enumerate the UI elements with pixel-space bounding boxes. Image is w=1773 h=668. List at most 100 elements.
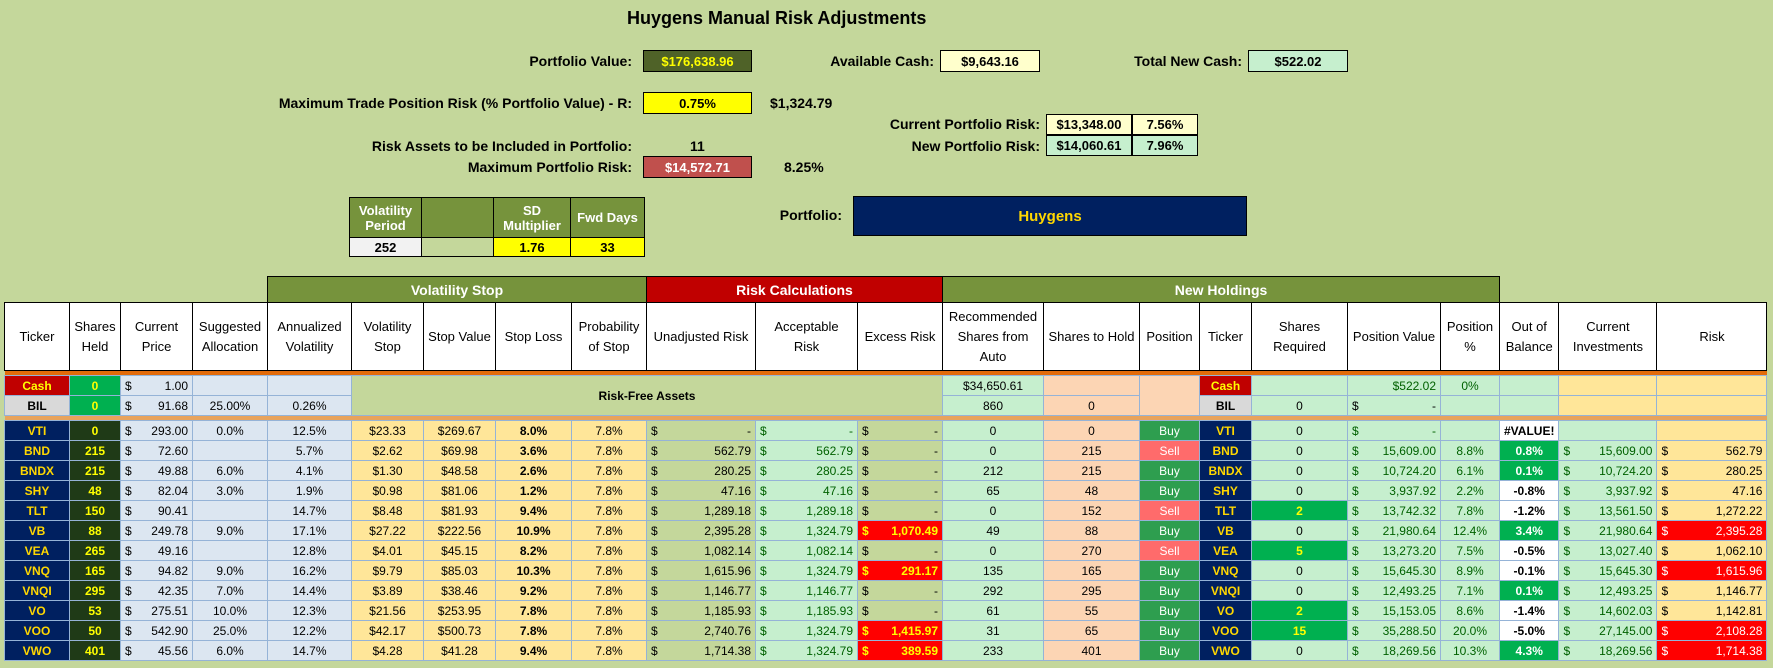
position-action[interactable]: Buy xyxy=(1139,640,1200,661)
shares-held[interactable]: 165 xyxy=(69,560,121,581)
position-action[interactable]: Sell xyxy=(1139,540,1200,561)
column-header: Out of Balance xyxy=(1498,302,1560,371)
position-value: 21,980.64 xyxy=(1382,523,1436,538)
position-action[interactable]: Buy xyxy=(1139,560,1200,581)
position-action[interactable]: Buy xyxy=(1139,480,1200,501)
shares-required: 15 xyxy=(1251,620,1348,641)
portfolio-value[interactable]: $176,638.96 xyxy=(643,50,752,72)
unadjusted-risk-cell: $1,146.77 xyxy=(646,580,756,601)
shares-held[interactable]: 48 xyxy=(69,480,121,501)
ticker: TLT xyxy=(4,500,70,521)
annualized-volatility: 4.1% xyxy=(267,460,352,481)
shares-to-hold[interactable]: 0 xyxy=(1043,420,1140,441)
shares-to-hold[interactable]: 88 xyxy=(1043,520,1140,541)
stop-value: $85.03 xyxy=(423,560,496,581)
annualized-volatility: 12.2% xyxy=(267,620,352,641)
position-action[interactable]: Buy xyxy=(1139,600,1200,621)
cash-alloc xyxy=(192,375,268,396)
shares-held[interactable]: 295 xyxy=(69,580,121,601)
shares-held[interactable]: 265 xyxy=(69,540,121,561)
position-action[interactable]: Sell xyxy=(1139,440,1200,461)
ticker: VOO xyxy=(4,620,70,641)
stop-value: $48.58 xyxy=(423,460,496,481)
separator xyxy=(4,370,1767,376)
shares-to-hold[interactable]: 65 xyxy=(1043,620,1140,641)
total-new-cash[interactable]: $522.02 xyxy=(1248,50,1348,72)
available-cash[interactable]: $9,643.16 xyxy=(940,50,1040,72)
shares-to-hold[interactable]: 215 xyxy=(1043,440,1140,461)
out-of-balance: -0.5% xyxy=(1498,540,1560,561)
stop-loss: 10.9% xyxy=(495,520,572,541)
column-header: Shares Required xyxy=(1251,302,1348,371)
shares-required: 2 xyxy=(1251,500,1348,521)
volatility-stop: $3.89 xyxy=(351,580,424,601)
suggested-allocation: 9.0% xyxy=(192,560,268,581)
shares-to-hold[interactable]: 401 xyxy=(1043,640,1140,661)
unadjusted-risk-cell: $1,615.96 xyxy=(646,560,756,581)
excess-risk-cell: $389.59 xyxy=(857,640,943,661)
unadjusted-risk-cell: $562.79 xyxy=(646,440,756,461)
current-price-cell: $72.60 xyxy=(120,440,193,461)
new-risk-label: New Portfolio Risk: xyxy=(911,138,1040,154)
position-action[interactable]: Buy xyxy=(1139,520,1200,541)
current-price: 542.90 xyxy=(151,623,188,638)
volatility-spacer-value xyxy=(421,237,494,257)
position-value-cell: $12,493.25 xyxy=(1347,580,1441,601)
annualized-volatility: 14.7% xyxy=(267,500,352,521)
shares-held[interactable]: 215 xyxy=(69,440,121,461)
shares-to-hold[interactable]: 270 xyxy=(1043,540,1140,561)
risk: 47.16 xyxy=(1732,483,1763,498)
shares-held[interactable]: 215 xyxy=(69,460,121,481)
shares-held[interactable]: 88 xyxy=(69,520,121,541)
shares-to-hold[interactable]: 295 xyxy=(1043,580,1140,601)
volatility-period-value[interactable]: 252 xyxy=(349,237,422,257)
table-row: VTI 0 $293.00 0.0% 12.5% $23.33 $269.67 8.0% 7.8… xyxy=(4,420,1768,441)
shares-to-hold[interactable]: 215 xyxy=(1043,460,1140,481)
probability-of-stop: 7.8% xyxy=(571,480,647,501)
volatility-stop: $21.56 xyxy=(351,600,424,621)
current-investments-cell: $14,602.03 xyxy=(1558,600,1658,621)
stop-value: $269.67 xyxy=(423,420,496,441)
column-header: Volatility Stop xyxy=(351,302,424,371)
column-header: Current Price xyxy=(120,302,193,371)
stop-value: $38.46 xyxy=(423,580,496,601)
shares-to-hold[interactable]: 55 xyxy=(1043,600,1140,621)
group-spacer-right xyxy=(1499,276,1767,303)
current-price: 72.60 xyxy=(157,443,188,458)
acceptable-risk-cell: $1,324.79 xyxy=(755,640,858,661)
risk-cell: $47.16 xyxy=(1656,480,1768,501)
position-action[interactable]: Sell xyxy=(1139,500,1200,521)
shares-to-hold[interactable]: 152 xyxy=(1043,500,1140,521)
ticker2: VOO xyxy=(1199,620,1252,641)
current-price-cell: $249.78 xyxy=(120,520,193,541)
acceptable-risk-cell: $280.25 xyxy=(755,460,858,481)
fwd-days-value[interactable]: 33 xyxy=(570,237,645,257)
shares-to-hold[interactable]: 165 xyxy=(1043,560,1140,581)
sd-multiplier-value[interactable]: 1.76 xyxy=(493,237,571,257)
volatility-stop: $0.98 xyxy=(351,480,424,501)
position-action[interactable]: Buy xyxy=(1139,580,1200,601)
shares-held[interactable]: 401 xyxy=(69,640,121,661)
acceptable-risk-cell: $1,146.77 xyxy=(755,580,858,601)
current-price-cell: $293.00 xyxy=(120,420,193,441)
shares-held[interactable]: 0 xyxy=(69,420,121,441)
bil-shares[interactable]: 0 xyxy=(69,395,121,416)
position-action[interactable]: Buy xyxy=(1139,620,1200,641)
max-trade-risk-pct[interactable]: 0.75% xyxy=(643,92,752,114)
current-risk-pct: 7.56% xyxy=(1132,114,1198,135)
excess-risk-cell: $ - xyxy=(857,500,943,521)
shares-to-hold[interactable]: 48 xyxy=(1043,480,1140,501)
portfolio-name[interactable]: Huygens xyxy=(853,196,1247,236)
cash-hold xyxy=(1043,375,1140,396)
cash-shares[interactable]: 0 xyxy=(69,375,121,396)
shares-held[interactable]: 50 xyxy=(69,620,121,641)
position-action[interactable]: Buy xyxy=(1139,460,1200,481)
shares-required: 0 xyxy=(1251,460,1348,481)
position-pct: 10.3% xyxy=(1440,640,1500,661)
position-value: - xyxy=(1432,423,1436,438)
shares-held[interactable]: 53 xyxy=(69,600,121,621)
position-action[interactable]: Buy xyxy=(1139,420,1200,441)
shares-held[interactable]: 150 xyxy=(69,500,121,521)
position-value: 3,937.92 xyxy=(1389,483,1436,498)
table-row: VNQI 295 $42.35 7.0% 14.4% $3.89 $38.46 9.2% 7.8… xyxy=(4,580,1768,601)
